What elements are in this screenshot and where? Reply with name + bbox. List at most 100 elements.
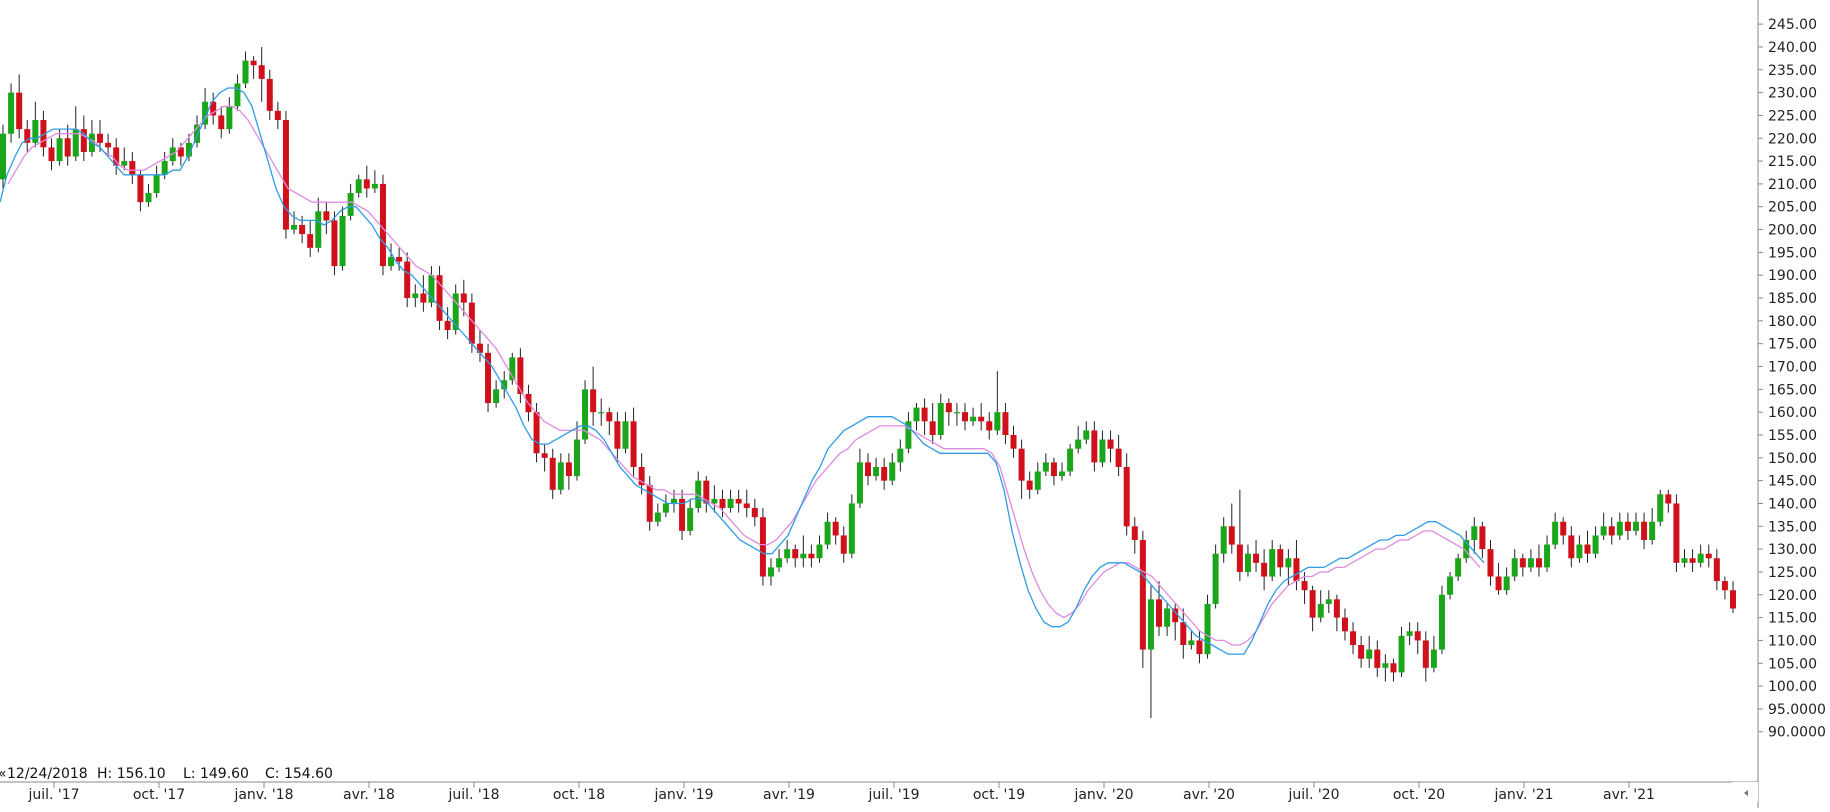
candle-body-down bbox=[379, 183, 386, 267]
candle-body-down bbox=[1277, 549, 1284, 568]
candle bbox=[735, 489, 742, 513]
candle bbox=[1156, 581, 1163, 636]
candle bbox=[549, 448, 556, 499]
candle-body-down bbox=[444, 320, 451, 330]
info-low: L: 149.60 bbox=[183, 766, 249, 782]
candle bbox=[1511, 549, 1518, 582]
candle-body-down bbox=[210, 101, 217, 116]
candle-body-down bbox=[266, 78, 273, 111]
corner-box[interactable] bbox=[1732, 782, 1758, 802]
candle-body-down bbox=[646, 485, 653, 522]
candle-body-down bbox=[177, 147, 184, 157]
candle bbox=[792, 544, 799, 568]
candle bbox=[185, 133, 192, 162]
x-tick-label: janv. '18 bbox=[233, 787, 293, 803]
candle bbox=[1196, 631, 1203, 664]
y-tick-label: 145.00 bbox=[1768, 474, 1817, 490]
candle bbox=[1139, 530, 1146, 668]
candle-body-down bbox=[420, 293, 427, 303]
candle bbox=[1244, 544, 1251, 577]
candle-body-up bbox=[371, 183, 378, 189]
candle bbox=[1277, 544, 1284, 577]
candle bbox=[315, 197, 322, 253]
candle bbox=[1147, 585, 1154, 719]
candle-body-up bbox=[1592, 535, 1599, 554]
candle-body-down bbox=[1156, 599, 1163, 627]
candle bbox=[1309, 585, 1316, 632]
candle bbox=[1228, 503, 1235, 554]
candle-body-up bbox=[509, 357, 516, 381]
candle bbox=[1705, 544, 1712, 568]
y-tick-label: 115.00 bbox=[1768, 611, 1817, 627]
x-tick-label: oct. '20 bbox=[1393, 787, 1445, 803]
candle-body-down bbox=[1196, 640, 1203, 655]
candle-body-down bbox=[1487, 549, 1494, 577]
candle bbox=[889, 453, 896, 486]
candle bbox=[88, 120, 95, 157]
candle-body-up bbox=[913, 407, 920, 422]
candle-body-up bbox=[1576, 544, 1583, 559]
candle-body-down bbox=[565, 462, 572, 477]
candle bbox=[258, 46, 265, 102]
candle bbox=[24, 120, 31, 152]
y-tick-label: 185.00 bbox=[1768, 291, 1817, 307]
candle-body-down bbox=[1414, 631, 1421, 641]
candle-body-up bbox=[711, 498, 718, 504]
candle-body-down bbox=[1422, 640, 1429, 668]
candle-body-down bbox=[282, 120, 289, 230]
candle bbox=[865, 453, 871, 486]
candle-body-up bbox=[452, 293, 459, 330]
candle bbox=[1317, 590, 1324, 623]
candle-body-up bbox=[121, 161, 128, 166]
candle bbox=[1438, 585, 1445, 655]
candle bbox=[476, 330, 483, 362]
candle bbox=[929, 403, 936, 445]
x-tick-label: janv. '21 bbox=[1493, 787, 1553, 803]
candle-body-down bbox=[1107, 439, 1114, 449]
candle bbox=[56, 129, 63, 166]
candle-body-up bbox=[32, 120, 39, 143]
candle-body-down bbox=[40, 120, 47, 148]
candle-body-up bbox=[582, 389, 589, 440]
candle bbox=[759, 508, 766, 586]
x-tick-label: avr. '20 bbox=[1183, 787, 1235, 803]
candle bbox=[517, 348, 524, 404]
x-tick-label: juil. '18 bbox=[447, 787, 499, 803]
candle bbox=[1479, 521, 1486, 559]
candle bbox=[856, 448, 863, 509]
candle bbox=[291, 211, 298, 235]
candle bbox=[1390, 658, 1397, 682]
candle bbox=[194, 115, 201, 148]
y-tick-label: 195.00 bbox=[1768, 245, 1817, 261]
candle bbox=[420, 275, 427, 312]
candle bbox=[1204, 594, 1211, 659]
scroll-arrow-icon[interactable] bbox=[1744, 790, 1748, 796]
candle-body-up bbox=[1164, 608, 1171, 627]
candle bbox=[945, 398, 952, 426]
candle bbox=[1527, 549, 1534, 572]
candle-body-down bbox=[1301, 581, 1308, 591]
candle-body-down bbox=[1689, 558, 1696, 563]
candle bbox=[800, 535, 807, 568]
y-tick-label: 240.00 bbox=[1768, 40, 1817, 56]
candle bbox=[1301, 571, 1308, 604]
candle bbox=[1455, 553, 1462, 582]
candle bbox=[905, 412, 912, 454]
candle bbox=[1212, 544, 1219, 609]
candle bbox=[1616, 512, 1623, 540]
candle bbox=[921, 398, 928, 435]
candle bbox=[776, 549, 783, 572]
candle-body-down bbox=[476, 343, 483, 353]
candle bbox=[557, 453, 564, 495]
axis-corner[interactable] bbox=[1732, 782, 1758, 802]
candle bbox=[1026, 471, 1033, 499]
candle-body-down bbox=[1131, 526, 1138, 540]
candle bbox=[371, 170, 378, 194]
candle bbox=[1665, 489, 1672, 513]
candle bbox=[250, 56, 257, 79]
candle bbox=[1350, 622, 1357, 655]
candle bbox=[897, 439, 904, 472]
candle bbox=[282, 110, 289, 239]
